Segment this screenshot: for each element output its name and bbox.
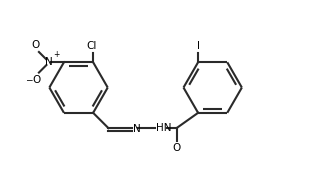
Text: −: − (25, 75, 33, 84)
Text: I: I (197, 41, 200, 51)
Text: +: + (53, 50, 60, 59)
Text: N: N (133, 124, 141, 134)
Text: O: O (32, 75, 41, 85)
Text: Cl: Cl (86, 41, 97, 51)
Text: O: O (173, 143, 181, 153)
Text: N: N (45, 57, 53, 67)
Text: O: O (31, 40, 40, 50)
Text: HN: HN (156, 123, 172, 133)
